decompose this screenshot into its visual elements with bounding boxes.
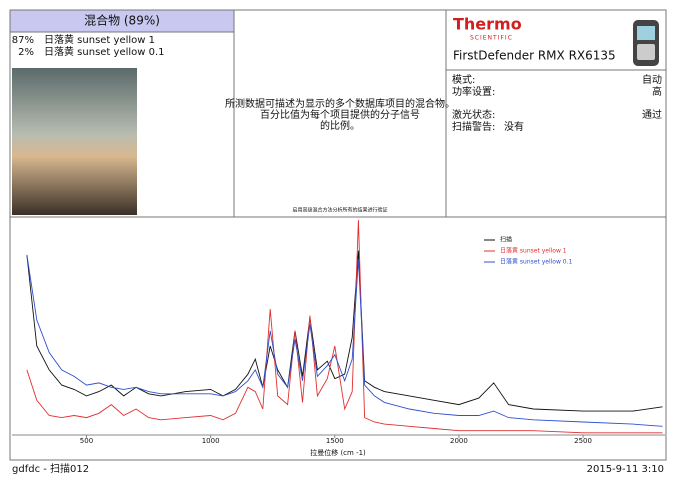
- legend-label: 日落黄 sunset yellow 0.1: [500, 258, 573, 266]
- x-tick-label: 1000: [202, 437, 220, 445]
- sample-photo: [12, 68, 137, 215]
- note: 启用高级混合方法分析所有的结果进行验证: [292, 207, 387, 214]
- component-percent: 2%: [18, 47, 34, 58]
- result-header: [9, 9, 235, 33]
- description-line: 所测数据可描述为显示的多个数据库项目的混合物。: [225, 97, 455, 110]
- x-tick-label: 1500: [326, 437, 344, 445]
- field-label: 模式:: [452, 73, 475, 86]
- x-tick-label: 2500: [574, 437, 592, 445]
- brand-sub: SCIENTIFIC: [470, 35, 513, 42]
- x-axis-label: 拉曼位移 (cm -1): [310, 448, 366, 457]
- spectrum-line: [26, 254, 663, 427]
- component-percent: 87%: [12, 35, 34, 46]
- brand: Thermo: [453, 15, 522, 34]
- field-value: 高: [652, 85, 662, 98]
- footer-right: 2015-9-11 3:10: [587, 464, 664, 475]
- field-value: 通过: [642, 108, 662, 121]
- footer-left: gdfdc - 扫描012: [12, 462, 89, 475]
- x-tick-label: 500: [80, 437, 93, 445]
- legend-label: 扫描: [500, 236, 512, 244]
- x-tick-label: 2000: [450, 437, 468, 445]
- component-name: 日落黄 sunset yellow 0.1: [44, 45, 165, 58]
- device-icon: [633, 20, 659, 66]
- description-line: 百分比值为每个项目提供的分子信号: [260, 108, 420, 121]
- legend-label: 日落黄 sunset yellow 1: [500, 247, 567, 255]
- model: FirstDefender RMX RX6135: [453, 49, 616, 63]
- field-value: 没有: [504, 120, 524, 133]
- result-title: 混合物 (89%): [84, 13, 160, 28]
- spectrum-line: [26, 220, 663, 434]
- field-label: 扫描警告:: [452, 120, 495, 133]
- description-line: 的比例。: [320, 119, 360, 132]
- spectrum-line: [26, 250, 663, 412]
- component-name: 日落黄 sunset yellow 1: [44, 33, 155, 46]
- field-label: 激光状态:: [452, 108, 495, 121]
- field-value: 自动: [642, 73, 662, 86]
- chart-frame: [9, 216, 667, 461]
- field-label: 功率设置:: [452, 85, 495, 98]
